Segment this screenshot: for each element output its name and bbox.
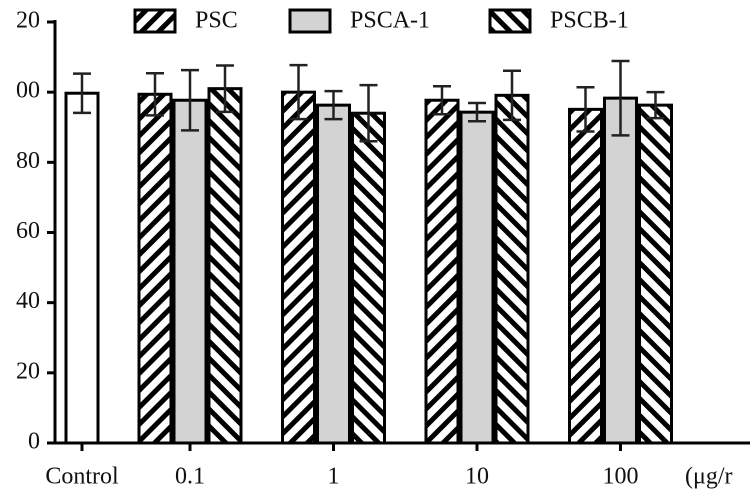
y-tick-label: 00 — [16, 78, 40, 104]
legend-swatch — [488, 8, 532, 34]
x-tick-label: 0.1 — [175, 464, 205, 490]
y-tick-label: 40 — [16, 288, 40, 314]
y-tick-label: 60 — [16, 218, 40, 244]
x-tick-label: 100 — [603, 464, 639, 490]
bar — [638, 103, 673, 445]
bar — [281, 90, 316, 445]
bar — [207, 87, 243, 445]
y-tick-label: 20 — [16, 358, 40, 384]
bar — [316, 103, 351, 445]
legend-swatch — [288, 8, 332, 34]
x-axis-label: (μg/r — [685, 464, 733, 490]
y-tick-label: 20 — [16, 8, 40, 34]
legend-label: PSCB-1 — [550, 8, 629, 34]
y-tick-label: 80 — [16, 148, 40, 174]
bar — [64, 91, 100, 445]
bar — [424, 98, 460, 445]
bar — [568, 107, 603, 445]
x-tick-label: 10 — [465, 464, 489, 490]
x-tick-label: 1 — [328, 464, 340, 490]
bar — [137, 92, 173, 445]
bar — [494, 93, 530, 445]
legend-label: PSCA-1 — [350, 8, 430, 34]
x-tick-label: Control — [45, 464, 119, 490]
legend-swatch — [133, 8, 177, 34]
legend-label: PSC — [195, 8, 238, 34]
y-tick-label: 0 — [28, 429, 40, 455]
bar — [603, 96, 638, 445]
bar — [351, 111, 386, 445]
bar — [459, 110, 495, 445]
bar — [172, 98, 208, 445]
